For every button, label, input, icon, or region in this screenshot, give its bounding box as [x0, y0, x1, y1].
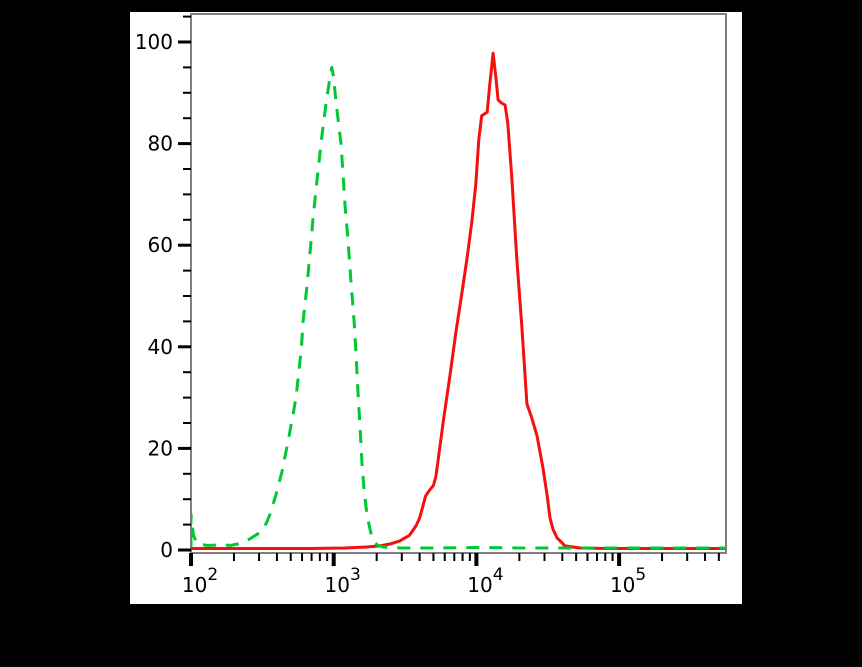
y-tick-label: 20 — [148, 436, 173, 460]
plot-panel: 0 20 40 60 80 100 102 103 104 105 — [130, 12, 742, 604]
histogram-chart: 0 20 40 60 80 100 102 103 104 105 — [135, 13, 727, 597]
x-tick-label: 104 — [467, 565, 503, 597]
green-dashed-control-curve — [191, 65, 726, 550]
y-tick-label: 80 — [148, 132, 173, 156]
y-tick-label: 60 — [148, 233, 173, 257]
x-tick-label: 103 — [325, 565, 361, 597]
red-solid-sample-curve — [191, 51, 726, 550]
plot-frame — [190, 13, 727, 554]
y-tick-label: 40 — [148, 335, 173, 359]
y-tick-label: 0 — [160, 538, 173, 562]
y-tick-label: 100 — [135, 30, 173, 54]
x-tick-label: 102 — [182, 565, 218, 597]
x-tick-label: 105 — [610, 565, 646, 597]
